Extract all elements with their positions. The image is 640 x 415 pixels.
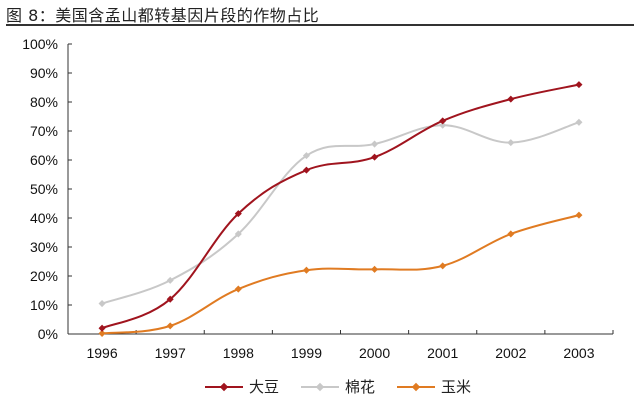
y-tick-label: 70% (30, 123, 58, 139)
series-大豆 (98, 81, 583, 332)
y-tick-label: 80% (30, 94, 58, 110)
data-point-marker (234, 210, 242, 218)
data-point-marker (575, 118, 583, 126)
data-point-marker (302, 152, 310, 160)
title-underline (6, 24, 634, 26)
data-point-marker (98, 329, 106, 337)
y-tick-label: 50% (30, 181, 58, 197)
figure-title: 图 8：美国含孟山都转基因片段的作物占比 (6, 6, 320, 25)
data-point-marker (371, 265, 379, 273)
data-point-marker (439, 121, 447, 129)
data-point-marker (234, 285, 242, 293)
data-point-marker (371, 140, 379, 148)
x-tick-label: 1999 (291, 345, 322, 361)
data-point-marker (166, 322, 174, 330)
series-棉花 (98, 118, 583, 308)
x-tick-label: 2002 (495, 345, 526, 361)
y-tick-label: 0% (38, 326, 58, 342)
y-tick-label: 20% (30, 268, 58, 284)
legend-swatch-soybean-icon (205, 381, 243, 393)
series-玉米 (98, 211, 583, 337)
chart-legend: 大豆 棉花 玉米 (205, 376, 471, 397)
data-point-marker (302, 166, 310, 174)
x-tick-label: 2001 (427, 345, 458, 361)
data-point-marker (371, 153, 379, 161)
legend-label: 玉米 (441, 378, 472, 396)
data-point-marker (575, 211, 583, 219)
legend-label: 棉花 (345, 378, 376, 396)
data-point-marker (507, 230, 515, 238)
x-tick-label: 1996 (86, 345, 117, 361)
data-point-marker (166, 276, 174, 284)
data-point-marker (234, 230, 242, 238)
legend-swatch-cotton-icon (301, 381, 340, 393)
data-point-marker (507, 139, 515, 147)
series-layer (98, 81, 583, 337)
legend-label: 大豆 (249, 378, 280, 396)
data-point-marker (98, 300, 106, 308)
y-tick-label: 40% (30, 210, 58, 226)
data-point-marker (439, 117, 447, 125)
x-tick-label: 1997 (155, 345, 186, 361)
legend-item-corn: 玉米 (397, 376, 471, 397)
x-tick-label: 2000 (359, 345, 390, 361)
y-tick-label: 100% (22, 36, 58, 52)
data-point-marker (575, 81, 583, 89)
y-axis: 0% 10% 20% 30% 40% 50% 60% 70% 80% 90% 100% (22, 36, 72, 342)
y-tick-label: 10% (30, 297, 58, 313)
data-point-marker (302, 266, 310, 274)
y-tick-label: 30% (30, 239, 58, 255)
legend-item-cotton: 棉花 (301, 376, 375, 397)
legend-swatch-corn-icon (397, 381, 436, 393)
legend-item-soybean: 大豆 (205, 376, 279, 397)
x-tick-label: 2003 (563, 345, 594, 361)
data-point-marker (507, 95, 515, 103)
y-tick-label: 90% (30, 65, 58, 81)
x-tick-label: 1998 (223, 345, 254, 361)
x-axis: 1996 1997 1998 1999 2000 2001 2002 2003 (67, 330, 614, 361)
y-tick-label: 60% (30, 152, 58, 168)
data-point-marker (98, 324, 106, 332)
data-point-marker (166, 295, 174, 303)
data-point-marker (439, 262, 447, 270)
